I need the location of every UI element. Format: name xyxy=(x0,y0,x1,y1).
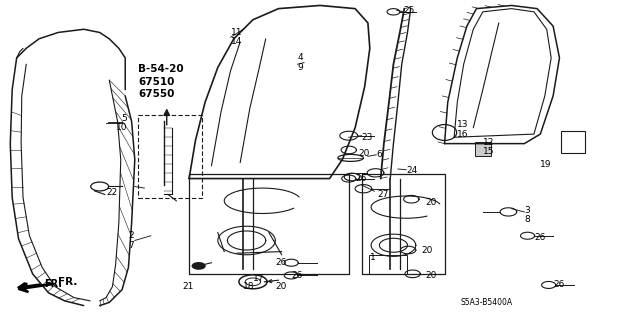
Text: 13: 13 xyxy=(458,120,469,129)
Text: 21: 21 xyxy=(182,282,194,291)
Text: S5A3-B5400A: S5A3-B5400A xyxy=(461,298,513,307)
Text: 9: 9 xyxy=(298,63,303,72)
Circle shape xyxy=(192,263,205,269)
Text: 5: 5 xyxy=(122,114,127,123)
Text: 7: 7 xyxy=(129,241,134,250)
Text: 27: 27 xyxy=(378,190,389,199)
Text: B-54-20: B-54-20 xyxy=(138,64,184,74)
Text: 20: 20 xyxy=(421,246,432,255)
Text: 67550: 67550 xyxy=(138,89,174,100)
Text: 26: 26 xyxy=(553,280,564,289)
Bar xyxy=(475,142,491,156)
Text: 23: 23 xyxy=(362,133,373,142)
Text: 4: 4 xyxy=(298,53,303,62)
Text: 20: 20 xyxy=(426,198,436,207)
Text: 26: 26 xyxy=(534,233,545,242)
Text: 24: 24 xyxy=(406,166,417,175)
Text: 12: 12 xyxy=(483,137,494,146)
Text: 1: 1 xyxy=(370,254,376,263)
Bar xyxy=(138,115,202,197)
Text: 26: 26 xyxy=(355,174,367,183)
Text: 6: 6 xyxy=(376,150,382,159)
Text: 26: 26 xyxy=(291,271,303,280)
Text: 10: 10 xyxy=(116,123,127,132)
Text: 8: 8 xyxy=(524,215,530,224)
Text: 18: 18 xyxy=(243,282,255,291)
Text: 20: 20 xyxy=(358,149,370,158)
Text: 25: 25 xyxy=(403,6,414,15)
Text: 19: 19 xyxy=(540,160,552,169)
Text: 22: 22 xyxy=(106,188,117,197)
Text: 2: 2 xyxy=(129,231,134,240)
Bar xyxy=(369,255,408,274)
Bar xyxy=(561,131,585,153)
Text: 11: 11 xyxy=(230,28,242,37)
Text: 16: 16 xyxy=(458,130,469,138)
Text: 3: 3 xyxy=(524,206,530,215)
Text: 15: 15 xyxy=(483,147,494,156)
Text: 20: 20 xyxy=(426,271,436,280)
Text: FR.: FR. xyxy=(19,277,77,292)
Text: 67510: 67510 xyxy=(138,77,174,87)
Text: 20: 20 xyxy=(275,282,287,291)
Text: 17: 17 xyxy=(253,274,264,283)
Text: FR.: FR. xyxy=(44,279,62,289)
Text: 14: 14 xyxy=(230,38,242,47)
Text: 26: 26 xyxy=(275,258,287,267)
